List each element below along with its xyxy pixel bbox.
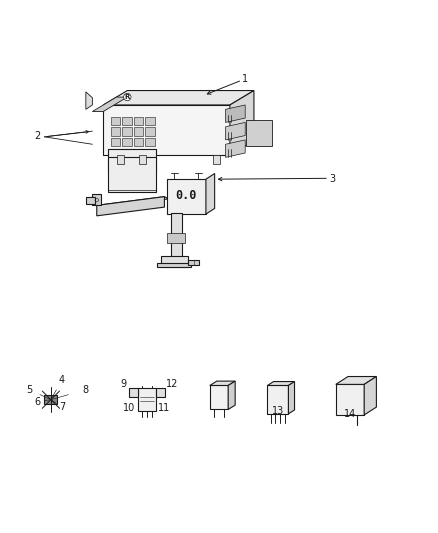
Polygon shape	[268, 382, 294, 385]
Polygon shape	[171, 213, 182, 258]
Polygon shape	[111, 138, 120, 147]
Polygon shape	[210, 385, 228, 409]
Polygon shape	[86, 92, 92, 109]
Polygon shape	[213, 155, 220, 164]
Polygon shape	[108, 149, 155, 173]
Text: 14: 14	[344, 409, 356, 419]
Polygon shape	[122, 127, 132, 136]
Polygon shape	[161, 256, 188, 268]
Polygon shape	[122, 117, 132, 125]
Polygon shape	[86, 197, 95, 204]
Polygon shape	[134, 138, 143, 147]
Polygon shape	[138, 388, 156, 411]
Polygon shape	[188, 260, 199, 265]
Polygon shape	[156, 388, 165, 397]
Text: 13: 13	[272, 407, 284, 416]
Text: 12: 12	[166, 379, 178, 390]
Text: 11: 11	[158, 403, 170, 414]
Polygon shape	[228, 381, 235, 409]
Polygon shape	[92, 97, 127, 111]
Polygon shape	[117, 155, 124, 164]
Polygon shape	[111, 127, 120, 136]
Polygon shape	[336, 376, 376, 384]
Polygon shape	[167, 233, 185, 244]
Polygon shape	[226, 105, 245, 123]
Polygon shape	[129, 388, 138, 397]
Polygon shape	[364, 376, 376, 415]
Text: 2: 2	[35, 132, 41, 141]
Polygon shape	[268, 385, 288, 414]
Polygon shape	[97, 197, 169, 207]
Polygon shape	[230, 91, 254, 155]
Polygon shape	[145, 138, 155, 147]
Polygon shape	[226, 123, 245, 140]
Polygon shape	[145, 127, 155, 136]
Polygon shape	[122, 138, 132, 147]
Polygon shape	[111, 117, 120, 125]
Polygon shape	[288, 382, 294, 414]
Text: 4: 4	[59, 375, 65, 385]
Polygon shape	[206, 174, 215, 214]
Polygon shape	[226, 140, 245, 157]
Text: 9: 9	[120, 379, 126, 390]
Polygon shape	[246, 120, 272, 147]
Polygon shape	[139, 155, 146, 164]
Polygon shape	[134, 117, 143, 125]
Polygon shape	[103, 91, 254, 105]
Text: 6: 6	[35, 397, 41, 407]
Polygon shape	[97, 197, 164, 216]
Polygon shape	[210, 381, 235, 385]
Text: 10: 10	[124, 403, 136, 414]
Text: 3: 3	[329, 174, 336, 184]
Text: 0.0: 0.0	[176, 189, 197, 202]
Text: 8: 8	[83, 385, 89, 394]
Polygon shape	[44, 395, 57, 405]
Polygon shape	[103, 105, 230, 155]
Polygon shape	[157, 263, 191, 268]
Text: R: R	[125, 94, 130, 100]
Text: 5: 5	[26, 385, 32, 394]
Text: 7: 7	[59, 402, 65, 412]
Polygon shape	[92, 195, 101, 205]
Text: 1: 1	[242, 74, 248, 84]
Polygon shape	[336, 384, 364, 415]
Polygon shape	[145, 117, 155, 125]
Polygon shape	[166, 179, 206, 214]
Polygon shape	[134, 127, 143, 136]
Polygon shape	[108, 157, 155, 192]
